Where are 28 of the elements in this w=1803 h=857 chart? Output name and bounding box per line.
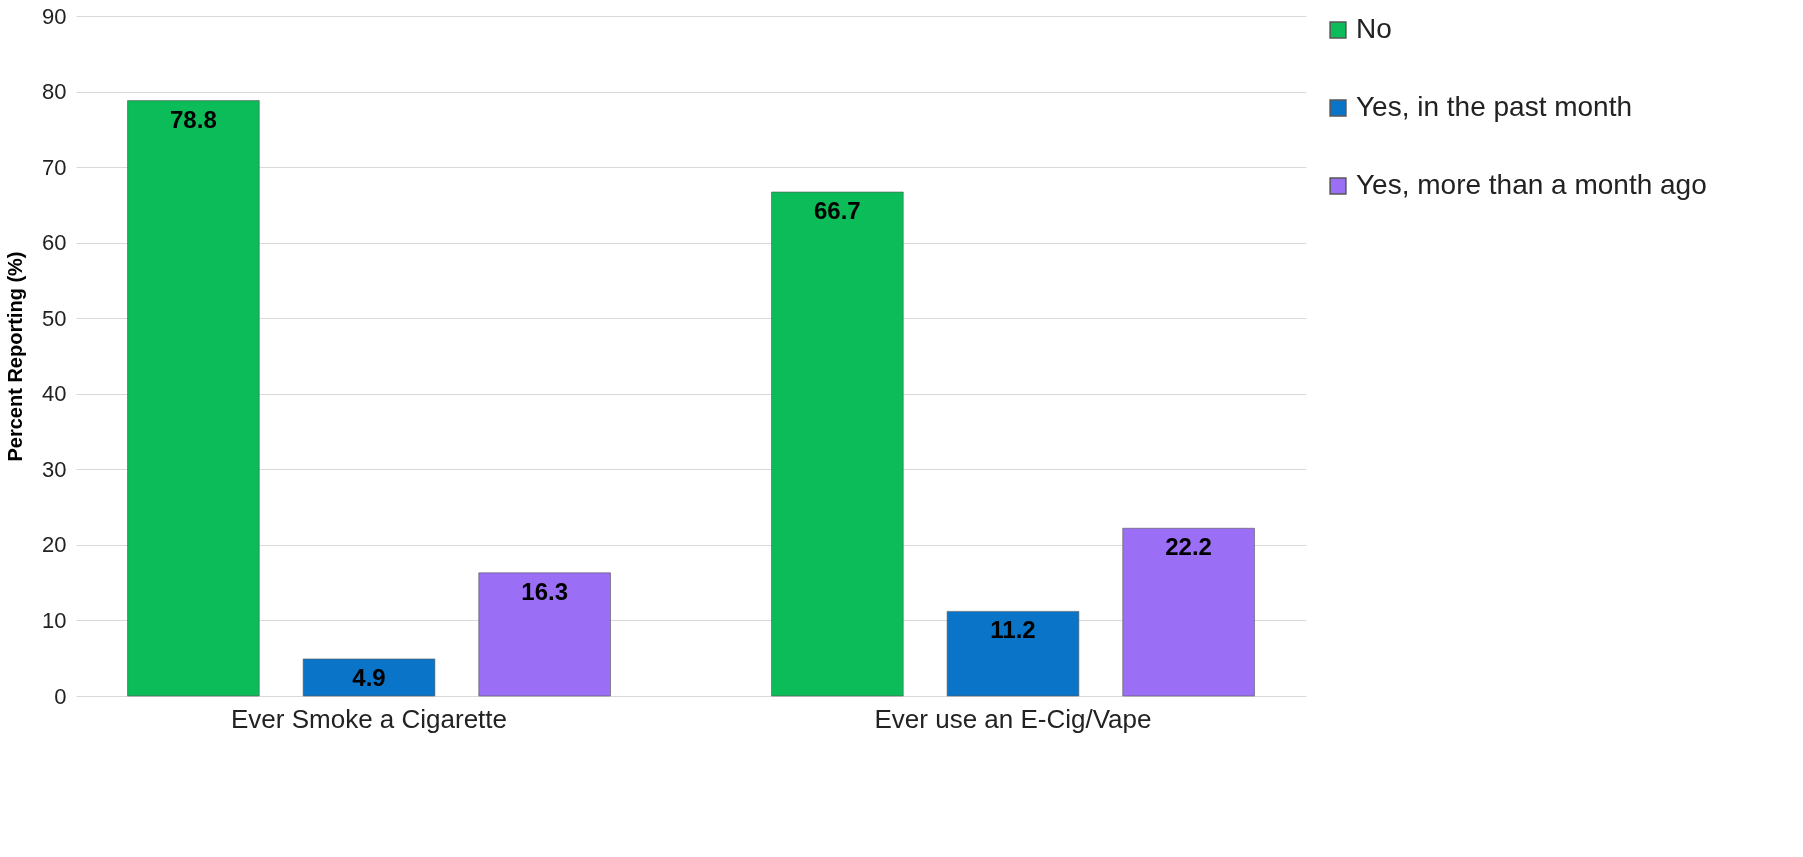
legend-label: No [1356,13,1392,44]
y-tick-label: 0 [54,683,67,709]
y-tick-label: 30 [42,456,67,482]
data-label: 66.7 [814,197,861,225]
legend-label: Yes, more than a month ago [1356,169,1707,200]
y-tick-label: 40 [42,381,67,407]
y-tick-label: 90 [42,3,67,29]
bar [302,658,436,697]
bar [127,100,260,697]
y-tick-label: 20 [42,532,67,558]
legend-label: Yes, in the past month [1356,91,1633,122]
data-label: 4.9 [352,663,386,691]
bar [478,572,611,697]
x-tick-label: Ever use an E-Cig/Vape [874,703,1152,734]
data-label: 78.8 [170,105,217,133]
y-tick-label: 10 [42,607,67,633]
x-tick-label: Ever Smoke a Cigarette [231,703,508,734]
bar [771,191,904,697]
bar [1122,527,1255,697]
data-label: 22.2 [1165,533,1212,561]
data-label: 16.3 [521,577,568,605]
y-tick-label: 50 [42,305,67,331]
y-tick-label: 80 [42,79,67,105]
y-tick-label: 60 [42,230,67,256]
bar [946,611,1080,697]
y-tick-label: 70 [42,154,67,180]
y-axis-title: Percent Reporting (%) [4,251,27,462]
data-label: 11.2 [990,616,1036,644]
